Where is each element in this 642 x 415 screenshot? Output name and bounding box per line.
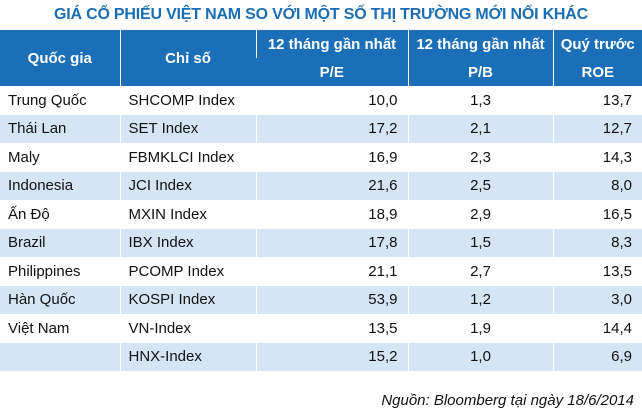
value-cell: 2,3 (407, 143, 553, 172)
table-row: Maly FBMKLCI Index 16,9 2,3 14,3 (0, 143, 642, 172)
value-cell: 1,0 (407, 342, 553, 371)
value-cell: 2,9 (407, 200, 553, 229)
country-cell: Philippines (8, 262, 81, 280)
country-cell: Thái Lan (0, 114, 120, 143)
header-row: Quốc gia Chỉ số 12 tháng gần nhất 12 tháng … (0, 30, 642, 86)
index-cell: KOSPI Index (119, 285, 256, 314)
value-cell: 14,3 (552, 143, 642, 172)
data-table: Quốc gia Chỉ số 12 tháng gần nhất 12 tháng … (0, 30, 642, 371)
value-cell: 21,1 (255, 257, 408, 286)
value-cell: 53,9 (255, 285, 408, 314)
country-cell: Trung Quốc (8, 91, 87, 109)
country-cell: Brazil (0, 228, 120, 257)
value-cell: 15,2 (255, 342, 408, 371)
index-cell: SET Index (119, 114, 256, 143)
table-row: HNX-Index 15,2 1,0 6,9 (0, 342, 642, 371)
table-row: Philippines PCOMP Index 21,1 2,7 13,5 (0, 257, 642, 286)
value-cell: 16,5 (552, 200, 642, 229)
country-cell: Ấn Độ (8, 205, 50, 223)
index-cell: HNX-Index (119, 342, 256, 371)
value-cell: 16,9 (255, 143, 408, 172)
index-cell: MXIN Index (119, 200, 256, 229)
country-cell: Maly (8, 148, 40, 166)
value-cell: 2,1 (407, 114, 553, 143)
value-cell: 17,8 (255, 228, 408, 257)
value-cell: 10,0 (255, 86, 408, 115)
value-cell: 2,7 (407, 257, 553, 286)
value-cell: 1,5 (407, 228, 553, 257)
index-cell: VN-Index (119, 314, 256, 343)
value-cell: 2,5 (407, 171, 553, 200)
value-cell: 1,2 (407, 285, 553, 314)
table-row: Thái Lan SET Index 17,2 2,1 12,7 (0, 114, 642, 143)
country-cell (0, 342, 120, 371)
index-cell: IBX Index (119, 228, 256, 257)
value-cell: 18,9 (255, 200, 408, 229)
country-cell: Indonesia (0, 171, 120, 200)
value-cell: 1,3 (407, 86, 553, 115)
value-cell: 12,7 (552, 114, 642, 143)
source-note: Nguồn: Bloomberg tại ngày 18/6/2014 (381, 392, 634, 409)
table-row: Brazil IBX Index 17,8 1,5 8,3 (0, 228, 642, 257)
value-cell: 6,9 (552, 342, 642, 371)
value-cell: 14,4 (552, 314, 642, 343)
column-subheader: ROE (552, 58, 642, 86)
column-header: Chỉ số (119, 30, 256, 86)
value-cell: 13,5 (255, 314, 408, 343)
index-cell: JCI Index (119, 171, 256, 200)
header-row: P/E P/B ROE (0, 58, 642, 86)
value-cell: 8,3 (552, 228, 642, 257)
value-cell: 3,0 (552, 285, 642, 314)
column-header: Quý trước (552, 30, 642, 58)
country-cell: Hàn Quốc (0, 285, 120, 314)
column-subheader: P/B (407, 58, 553, 86)
country-cell: Việt Nam (8, 319, 70, 337)
value-cell: 17,2 (255, 114, 408, 143)
value-cell: 21,6 (255, 171, 408, 200)
table-row: Việt Nam VN-Index 13,5 1,9 14,4 (0, 314, 642, 343)
column-header: Quốc gia (0, 30, 120, 86)
index-cell: SHCOMP Index (119, 86, 256, 115)
column-header: 12 tháng gần nhất (255, 30, 408, 58)
column-header: 12 tháng gần nhất (407, 30, 553, 58)
table-row: Trung Quốc SHCOMP Index 10,0 1,3 13,7 (0, 86, 642, 115)
table-row: Ấn Độ MXIN Index 18,9 2,9 16,5 (0, 200, 642, 229)
value-cell: 8,0 (552, 171, 642, 200)
value-cell: 13,5 (552, 257, 642, 286)
table-row: Hàn Quốc KOSPI Index 53,9 1,2 3,0 (0, 285, 642, 314)
table-title: GIÁ CỔ PHIẾU VIỆT NAM SO VỚI MỘT SỐ THỊ … (54, 6, 588, 23)
column-subheader: P/E (256, 58, 408, 86)
index-cell: FBMKLCI Index (119, 143, 256, 172)
table-row: Indonesia JCI Index 21,6 2,5 8,0 (0, 171, 642, 200)
value-cell: 1,9 (407, 314, 553, 343)
index-cell: PCOMP Index (119, 257, 256, 286)
value-cell: 13,7 (552, 86, 642, 115)
